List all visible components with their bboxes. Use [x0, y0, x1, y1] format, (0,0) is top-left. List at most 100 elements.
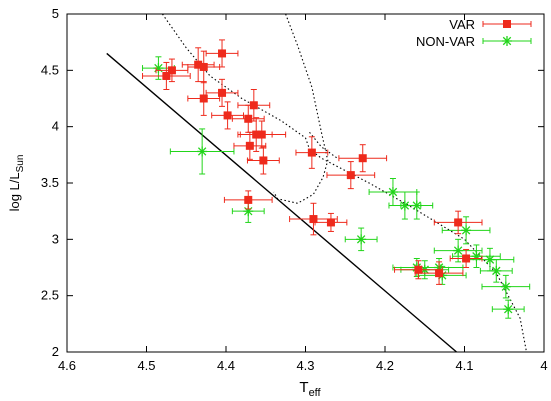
nonvar-marker	[356, 234, 367, 245]
nonvar-point	[433, 238, 483, 263]
var-point	[314, 212, 348, 232]
boundary-line	[106, 52, 458, 353]
var-point	[433, 210, 483, 235]
var-marker	[259, 156, 268, 165]
y-tick-label: 2.5	[41, 288, 59, 303]
track-curve	[273, 13, 329, 204]
var-marker	[326, 218, 335, 227]
var-marker	[414, 265, 423, 274]
var-marker	[454, 218, 463, 227]
var-point	[181, 47, 215, 83]
var-point	[338, 144, 388, 173]
nonvar-marker	[387, 187, 398, 198]
data-points	[142, 39, 531, 319]
star-stroke	[492, 266, 501, 276]
var-marker	[346, 171, 355, 180]
x-tick-label: 4.5	[137, 358, 155, 373]
y-axis-title: log L/LSun	[7, 155, 26, 212]
nonvar-marker	[197, 146, 208, 157]
var-point	[187, 81, 221, 116]
nonvar-point	[344, 227, 378, 252]
legend-label: NON-VAR	[416, 34, 475, 49]
var-point	[205, 39, 239, 68]
nonvar-marker	[411, 200, 422, 211]
star-stroke	[504, 304, 513, 314]
star-stroke	[356, 235, 366, 244]
var-point	[142, 61, 191, 90]
y-tick-label: 3.5	[41, 175, 59, 190]
var-marker	[245, 141, 254, 150]
star-stroke	[453, 246, 463, 255]
nonvar-marker	[484, 254, 495, 265]
var-marker	[218, 49, 227, 58]
var-marker	[218, 88, 227, 97]
var-marker	[249, 101, 258, 110]
x-axis-title-main: T	[299, 379, 308, 396]
y-tick-label: 5	[52, 6, 59, 21]
star-stroke	[412, 201, 422, 210]
nonvar-marker	[453, 245, 464, 256]
var-marker	[244, 114, 253, 123]
var-point	[231, 104, 265, 133]
var-point	[295, 136, 329, 169]
nonvar-point	[400, 191, 434, 220]
var-marker	[162, 71, 171, 80]
nonvar-point	[441, 216, 491, 245]
nonvar-point	[169, 128, 235, 175]
var-point	[237, 120, 287, 149]
x-axis-title-sub: eff	[309, 387, 322, 399]
y-tick-label: 4.5	[41, 62, 59, 77]
var-marker	[199, 62, 208, 71]
var-marker	[257, 130, 266, 139]
x-tick-label: 4.1	[455, 358, 473, 373]
var-point	[211, 101, 244, 130]
nonvar-marker	[461, 225, 472, 236]
legend-label: VAR	[449, 17, 475, 32]
star-stroke	[502, 36, 512, 46]
nonvar-point	[465, 247, 515, 272]
var-marker	[167, 66, 176, 75]
y-axis-title-main: log L/L	[7, 172, 22, 211]
x-tick-label: 4.4	[217, 358, 235, 373]
legend-entry: VAR	[449, 17, 532, 32]
star-stroke	[501, 282, 511, 291]
var-marker	[307, 148, 316, 157]
model-curves	[106, 13, 528, 353]
nonvar-point	[481, 274, 531, 299]
var-point	[326, 161, 376, 190]
var-marker	[435, 269, 444, 278]
nonvar-point	[368, 177, 418, 207]
var-point	[246, 146, 280, 175]
var-marker	[199, 94, 208, 103]
var-point	[155, 58, 189, 83]
var-point	[223, 190, 273, 210]
star-stroke	[461, 226, 471, 235]
var-marker	[244, 195, 253, 204]
star-stroke	[388, 187, 398, 197]
nonvar-marker	[500, 281, 511, 292]
legend-marker	[503, 20, 511, 28]
axes: 4.6 4.5 4.4 4.3 4.2 4.1 4 2 2.5 3 3.5 4 4.5 5	[41, 6, 548, 373]
legend: VAR NON-VAR	[416, 17, 532, 49]
y-axis-title-sub: Sun	[15, 155, 26, 173]
nonvar-point	[491, 299, 525, 319]
nonvar-marker	[153, 63, 164, 74]
var-point	[205, 78, 239, 107]
star-stroke	[197, 147, 207, 156]
var-point	[187, 50, 221, 84]
var-marker	[462, 254, 471, 263]
y-tick-label: 3	[52, 231, 59, 246]
legend-entry: NON-VAR	[416, 34, 532, 49]
x-tick-label: 4	[540, 358, 547, 373]
var-point	[449, 248, 483, 268]
track-curve	[161, 13, 528, 353]
nonvar-point	[231, 199, 265, 223]
x-axis-title: Teff	[299, 379, 321, 399]
var-point	[394, 260, 443, 280]
var-marker	[194, 60, 203, 69]
var-marker	[309, 215, 318, 224]
nonvar-marker	[503, 304, 514, 315]
x-tick-label: 4.2	[376, 358, 394, 373]
var-point	[237, 88, 271, 122]
